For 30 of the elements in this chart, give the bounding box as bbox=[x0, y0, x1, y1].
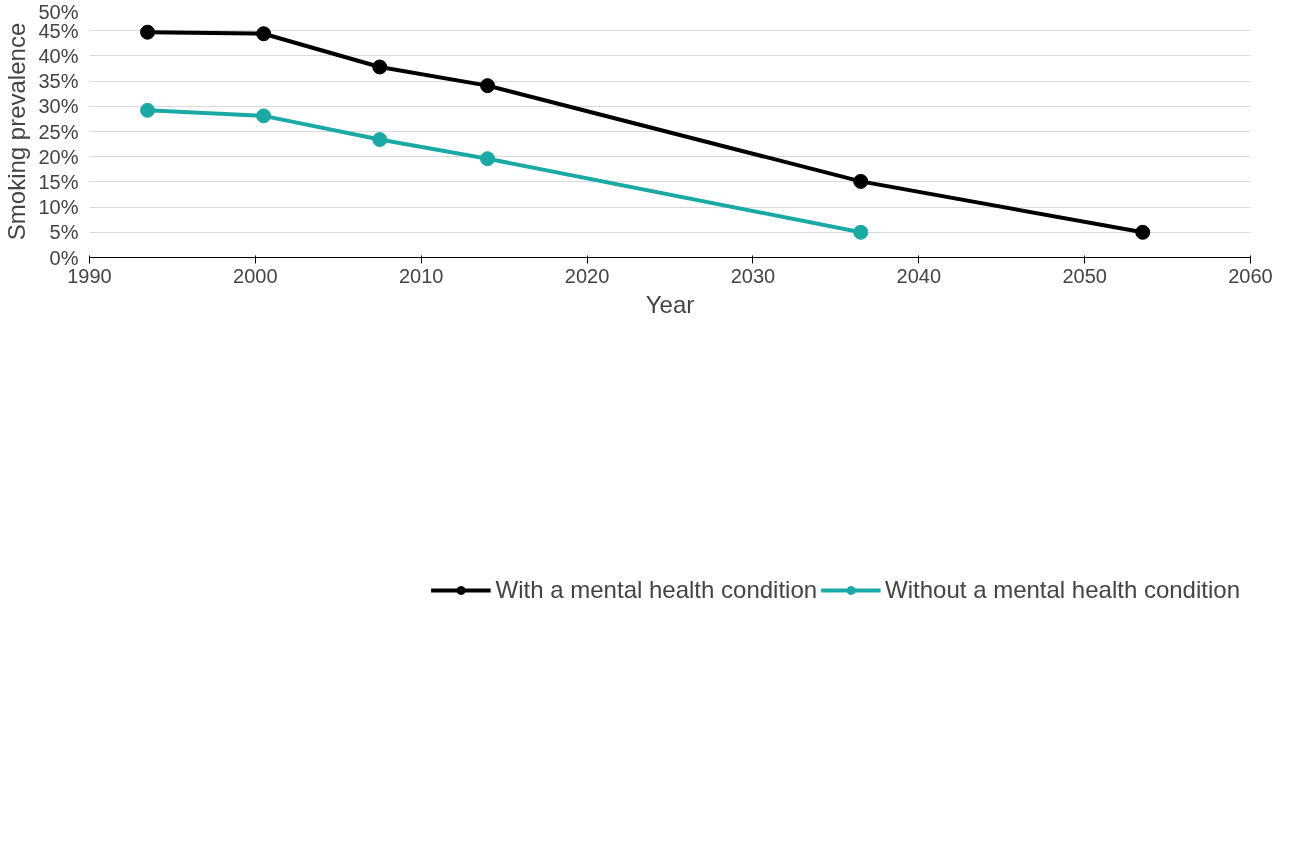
point bbox=[853, 224, 869, 240]
y-tick-label: 5% bbox=[49, 221, 79, 244]
y-axis-title: Smoking prevalence bbox=[3, 22, 31, 241]
x-tick-label: 2060 bbox=[1228, 264, 1273, 287]
y-tick-label: 10% bbox=[38, 196, 79, 219]
y-tick-label: 15% bbox=[38, 170, 79, 193]
legend-label: Without a mental health condition bbox=[885, 576, 1240, 604]
point bbox=[256, 108, 272, 124]
y-tick-label: 25% bbox=[38, 120, 79, 143]
y-tick-label: 40% bbox=[38, 44, 79, 67]
point bbox=[480, 78, 496, 94]
y-tick-label: 20% bbox=[38, 145, 79, 168]
x-tick-label: 2020 bbox=[564, 264, 610, 287]
point bbox=[853, 173, 869, 189]
point bbox=[480, 151, 496, 167]
x-tick-label: 2010 bbox=[398, 264, 444, 287]
y-tick-label: 35% bbox=[38, 70, 79, 93]
x-tick-label: 2030 bbox=[730, 264, 776, 287]
x-tick-label: 2040 bbox=[896, 264, 942, 287]
x-axis-title: Year bbox=[645, 290, 695, 318]
y-tick-label: 30% bbox=[38, 95, 79, 118]
point bbox=[1135, 224, 1151, 240]
point bbox=[372, 132, 388, 148]
x-tick-label: 2050 bbox=[1062, 264, 1107, 287]
legend-label: With a mental health condition bbox=[495, 576, 818, 604]
point bbox=[140, 102, 156, 118]
point bbox=[256, 26, 272, 42]
x-tick-label: 2000 bbox=[233, 264, 278, 287]
point bbox=[372, 59, 388, 75]
point bbox=[140, 24, 156, 40]
